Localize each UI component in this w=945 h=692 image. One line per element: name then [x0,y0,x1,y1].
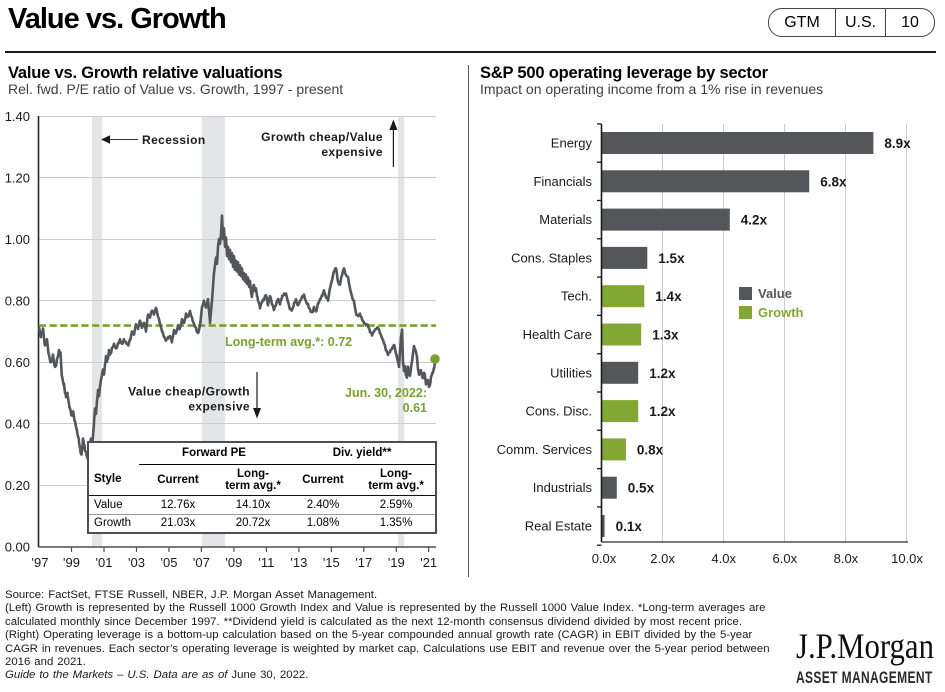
svg-text:expensive: expensive [188,400,250,414]
svg-text:Real Estate: Real Estate [525,519,592,534]
svg-text:Recession: Recession [142,133,206,147]
svg-text:1.40: 1.40 [5,109,30,124]
svg-text:8.0x: 8.0x [834,551,859,566]
svg-text:1.2x: 1.2x [649,404,676,419]
svg-text:'05: '05 [161,555,178,570]
svg-text:Financials: Financials [533,174,592,189]
svg-text:'99: '99 [63,555,80,570]
svg-text:'15: '15 [323,555,340,570]
svg-text:Long-term avg.*: 0.72: Long-term avg.*: 0.72 [225,335,352,349]
svg-text:Cons. Disc.: Cons. Disc. [526,404,592,419]
svg-text:10.0x: 10.0x [891,551,923,566]
svg-text:'01: '01 [96,555,113,570]
svg-text:0.0x: 0.0x [592,551,617,566]
svg-text:Tech.: Tech. [561,289,592,304]
svg-text:Growth: Growth [758,305,804,320]
svg-text:Comm. Services: Comm. Services [497,442,593,457]
svg-text:2.0x: 2.0x [650,551,675,566]
svg-text:'13: '13 [290,555,307,570]
svg-text:0.61: 0.61 [403,401,427,415]
svg-text:0.60: 0.60 [5,355,30,370]
svg-text:Industrials: Industrials [533,480,593,495]
svg-text:Utilities: Utilities [550,365,592,380]
svg-text:Cons. Staples: Cons. Staples [511,250,592,265]
svg-text:expensive: expensive [321,145,383,159]
svg-text:'19: '19 [388,555,405,570]
svg-text:'21: '21 [420,555,437,570]
svg-text:6.8x: 6.8x [820,174,847,189]
svg-text:'03: '03 [128,555,145,570]
svg-text:Growth cheap/Value: Growth cheap/Value [261,130,383,144]
svg-text:'17: '17 [355,555,372,570]
svg-text:1.5x: 1.5x [658,251,685,266]
svg-text:Health Care: Health Care [523,327,592,342]
svg-text:8.9x: 8.9x [884,136,911,151]
svg-text:4.2x: 4.2x [741,213,768,228]
svg-text:4.0x: 4.0x [711,551,736,566]
svg-text:1.3x: 1.3x [652,328,679,343]
svg-text:'07: '07 [193,555,210,570]
svg-text:6.0x: 6.0x [773,551,798,566]
svg-text:0.5x: 0.5x [628,481,655,496]
svg-text:'97: '97 [32,555,49,570]
svg-text:0.8x: 0.8x [637,442,664,457]
svg-text:Materials: Materials [539,212,592,227]
svg-text:1.4x: 1.4x [655,289,682,304]
svg-text:Value cheap/Growth: Value cheap/Growth [128,385,250,399]
svg-text:0.40: 0.40 [5,417,30,432]
svg-text:0.20: 0.20 [5,478,30,493]
svg-text:Energy: Energy [551,136,593,151]
svg-text:1.00: 1.00 [5,232,30,247]
svg-text:1.2x: 1.2x [649,366,676,381]
svg-text:Value: Value [758,286,792,301]
svg-text:'11: '11 [258,555,274,570]
svg-text:0.00: 0.00 [5,540,30,555]
svg-text:1.20: 1.20 [5,171,30,186]
svg-text:0.1x: 0.1x [616,519,643,534]
svg-text:Jun. 30, 2022:: Jun. 30, 2022: [345,386,427,400]
svg-text:'09: '09 [225,555,242,570]
svg-text:0.80: 0.80 [5,294,30,309]
